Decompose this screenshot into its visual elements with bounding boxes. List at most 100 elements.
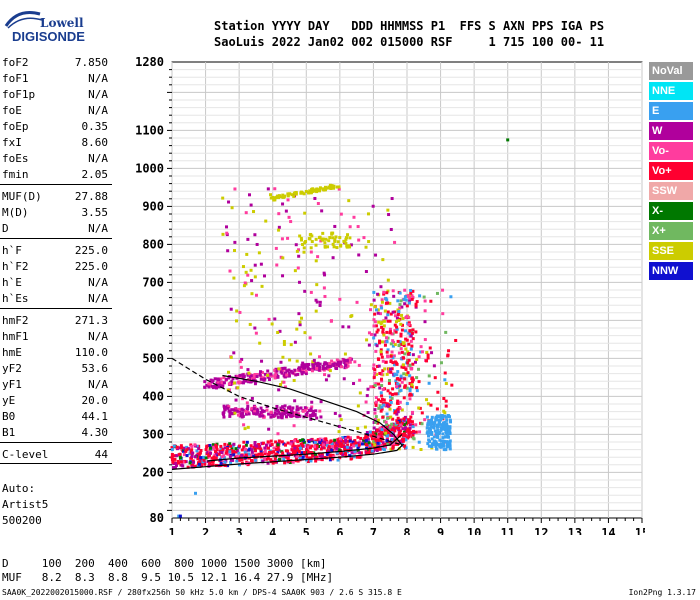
param-label: foEp bbox=[2, 120, 29, 133]
echo-point bbox=[364, 245, 368, 249]
echo-point bbox=[378, 371, 382, 375]
echo-point bbox=[403, 352, 407, 356]
echo-point bbox=[264, 443, 268, 447]
echo-point bbox=[432, 435, 436, 439]
echo-point bbox=[374, 438, 378, 442]
y-tick-label: 200 bbox=[142, 465, 164, 479]
echo-point bbox=[445, 433, 449, 437]
echo-point bbox=[229, 444, 233, 448]
echo-point bbox=[212, 447, 216, 451]
echo-point bbox=[440, 442, 444, 446]
echo-point bbox=[335, 185, 339, 189]
echo-point bbox=[426, 402, 430, 406]
echo-point bbox=[377, 382, 381, 386]
param-row: B0 44.1 bbox=[2, 410, 108, 425]
echo-point bbox=[286, 236, 290, 240]
echo-point bbox=[338, 362, 342, 366]
echo-point bbox=[275, 263, 279, 267]
echo-point bbox=[335, 358, 339, 362]
echo-point bbox=[254, 412, 258, 416]
echo-point bbox=[409, 415, 413, 419]
echo-point bbox=[407, 331, 411, 335]
echo-point bbox=[314, 459, 318, 463]
echo-point bbox=[247, 193, 251, 197]
echo-point bbox=[282, 380, 286, 384]
echo-point bbox=[354, 441, 358, 445]
echo-point bbox=[432, 441, 436, 445]
echo-point bbox=[385, 330, 389, 334]
echo-point bbox=[372, 298, 376, 302]
echo-point bbox=[293, 450, 297, 454]
echo-point bbox=[393, 314, 397, 318]
echo-point bbox=[395, 442, 399, 446]
echo-point bbox=[313, 440, 317, 444]
echo-point bbox=[377, 406, 381, 410]
echo-point bbox=[229, 307, 233, 311]
echo-point bbox=[287, 374, 291, 378]
echo-point bbox=[170, 446, 174, 450]
echo-point bbox=[305, 448, 309, 452]
echo-point bbox=[341, 436, 345, 440]
echo-point bbox=[365, 394, 369, 398]
echo-point bbox=[221, 196, 225, 200]
echo-point bbox=[297, 414, 301, 418]
param-row: foEs N/A bbox=[2, 152, 108, 167]
echo-point bbox=[259, 406, 263, 410]
echo-point bbox=[226, 249, 230, 253]
echo-point bbox=[293, 454, 297, 458]
param-label: hmF1 bbox=[2, 330, 29, 343]
echo-point bbox=[428, 346, 432, 350]
echo-point bbox=[366, 212, 370, 216]
echo-point bbox=[329, 440, 333, 444]
echo-point bbox=[403, 434, 407, 438]
echo-point bbox=[404, 337, 408, 341]
echo-point bbox=[272, 450, 276, 454]
echo-point bbox=[398, 306, 402, 310]
echo-point bbox=[332, 440, 336, 444]
echo-point bbox=[379, 409, 383, 413]
echo-point bbox=[197, 447, 201, 451]
echo-point bbox=[295, 327, 299, 331]
echo-point bbox=[373, 408, 377, 412]
echo-point bbox=[397, 318, 401, 322]
echo-point bbox=[404, 438, 408, 442]
echo-point bbox=[231, 381, 235, 385]
echo-point bbox=[372, 336, 376, 340]
echo-point bbox=[226, 464, 230, 468]
echo-point bbox=[342, 445, 346, 449]
echo-point bbox=[432, 426, 436, 430]
echo-point bbox=[210, 456, 214, 460]
echo-point bbox=[369, 303, 373, 307]
x-tick-label: 12 bbox=[534, 526, 548, 535]
echo-point bbox=[338, 414, 342, 418]
echo-point bbox=[220, 451, 224, 455]
echo-point bbox=[445, 445, 449, 449]
echo-point bbox=[261, 414, 265, 418]
echo-point bbox=[427, 438, 431, 442]
echo-point bbox=[427, 428, 431, 432]
echo-point bbox=[408, 419, 412, 423]
param-row: yF1 N/A bbox=[2, 378, 108, 393]
echo-point bbox=[244, 211, 248, 215]
echo-point bbox=[406, 436, 410, 440]
echo-point bbox=[214, 450, 218, 454]
param-row: h`F 225.0 bbox=[2, 244, 108, 259]
echo-point bbox=[439, 428, 443, 432]
echo-point bbox=[260, 284, 264, 288]
echo-point bbox=[298, 234, 302, 238]
echo-point bbox=[388, 331, 392, 335]
echo-point bbox=[235, 454, 239, 458]
echo-point bbox=[330, 184, 334, 188]
echo-point bbox=[402, 417, 406, 421]
echo-point bbox=[270, 450, 274, 454]
echo-point bbox=[324, 437, 328, 441]
param-value: 8.60 bbox=[81, 136, 109, 149]
echo-point bbox=[314, 259, 318, 263]
echo-point bbox=[429, 444, 433, 448]
echo-point bbox=[406, 361, 410, 365]
echo-point bbox=[223, 460, 227, 464]
echo-point bbox=[408, 299, 412, 303]
echo-point bbox=[377, 320, 381, 324]
echo-point bbox=[266, 461, 270, 465]
echo-point bbox=[213, 453, 217, 457]
